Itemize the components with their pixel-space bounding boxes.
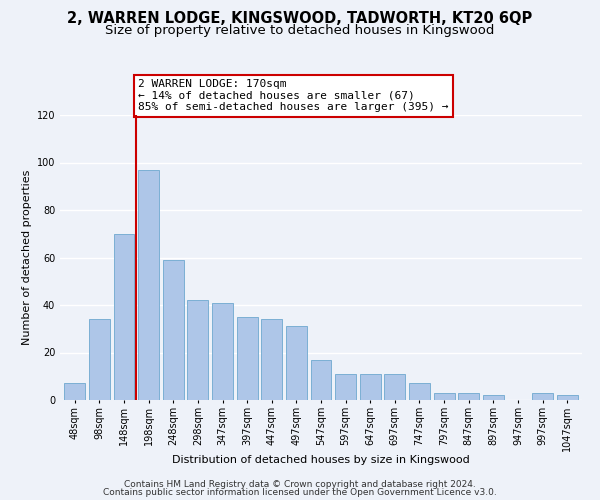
Bar: [163, 260, 184, 400]
Bar: [286, 326, 307, 400]
Text: 2 WARREN LODGE: 170sqm
← 14% of detached houses are smaller (67)
85% of semi-det: 2 WARREN LODGE: 170sqm ← 14% of detached…: [139, 79, 449, 112]
Bar: [557, 396, 578, 400]
Bar: [138, 170, 159, 400]
Bar: [458, 393, 479, 400]
Bar: [360, 374, 381, 400]
Text: Contains HM Land Registry data © Crown copyright and database right 2024.: Contains HM Land Registry data © Crown c…: [124, 480, 476, 489]
Bar: [409, 384, 430, 400]
Bar: [212, 302, 233, 400]
Bar: [261, 320, 282, 400]
Bar: [236, 317, 257, 400]
Text: 2, WARREN LODGE, KINGSWOOD, TADWORTH, KT20 6QP: 2, WARREN LODGE, KINGSWOOD, TADWORTH, KT…: [67, 11, 533, 26]
Bar: [532, 393, 553, 400]
Bar: [483, 396, 504, 400]
Bar: [89, 320, 110, 400]
Bar: [187, 300, 208, 400]
Bar: [64, 384, 85, 400]
Bar: [113, 234, 134, 400]
X-axis label: Distribution of detached houses by size in Kingswood: Distribution of detached houses by size …: [172, 455, 470, 465]
Bar: [385, 374, 406, 400]
Text: Contains public sector information licensed under the Open Government Licence v3: Contains public sector information licen…: [103, 488, 497, 497]
Bar: [311, 360, 331, 400]
Bar: [335, 374, 356, 400]
Bar: [434, 393, 455, 400]
Text: Size of property relative to detached houses in Kingswood: Size of property relative to detached ho…: [106, 24, 494, 37]
Y-axis label: Number of detached properties: Number of detached properties: [22, 170, 32, 345]
